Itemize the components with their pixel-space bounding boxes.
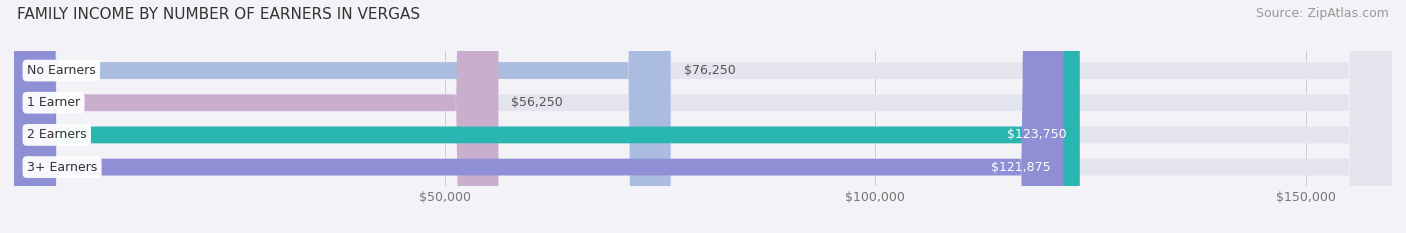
Text: Source: ZipAtlas.com: Source: ZipAtlas.com (1256, 7, 1389, 20)
FancyBboxPatch shape (14, 0, 1392, 233)
Text: 2 Earners: 2 Earners (27, 128, 87, 141)
Text: $56,250: $56,250 (512, 96, 564, 109)
FancyBboxPatch shape (14, 0, 1392, 233)
Text: $121,875: $121,875 (991, 161, 1050, 174)
Text: $76,250: $76,250 (683, 64, 735, 77)
Text: 3+ Earners: 3+ Earners (27, 161, 97, 174)
Text: $123,750: $123,750 (1007, 128, 1067, 141)
Text: FAMILY INCOME BY NUMBER OF EARNERS IN VERGAS: FAMILY INCOME BY NUMBER OF EARNERS IN VE… (17, 7, 420, 22)
FancyBboxPatch shape (14, 0, 1392, 233)
Text: 1 Earner: 1 Earner (27, 96, 80, 109)
FancyBboxPatch shape (14, 0, 1080, 233)
FancyBboxPatch shape (14, 0, 1063, 233)
FancyBboxPatch shape (14, 0, 1392, 233)
FancyBboxPatch shape (14, 0, 671, 233)
FancyBboxPatch shape (14, 0, 499, 233)
Text: No Earners: No Earners (27, 64, 96, 77)
